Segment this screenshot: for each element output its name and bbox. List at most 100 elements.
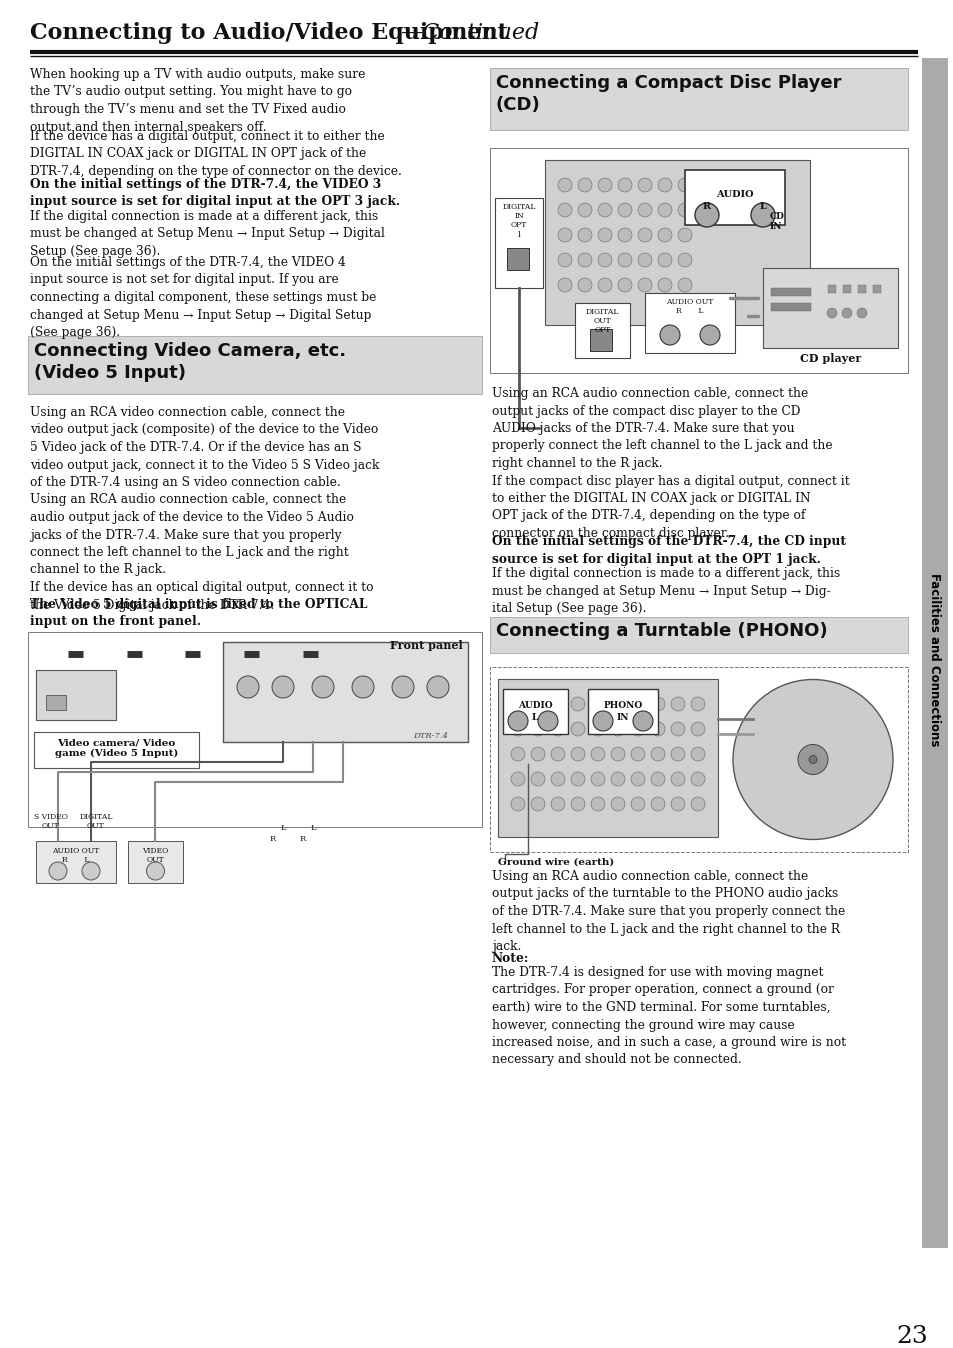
Circle shape	[272, 675, 294, 698]
Circle shape	[578, 204, 592, 217]
Circle shape	[511, 772, 524, 786]
Bar	[842, 284, 850, 293]
Circle shape	[638, 178, 651, 191]
Text: Front panel: Front panel	[390, 640, 462, 651]
Text: When hooking up a TV with audio outputs, make sure
the TV’s audio output setting: When hooking up a TV with audio outputs,…	[30, 67, 365, 133]
Circle shape	[558, 278, 572, 293]
Circle shape	[558, 253, 572, 267]
Circle shape	[578, 253, 592, 267]
Circle shape	[590, 747, 604, 762]
Bar	[497, 679, 718, 837]
Bar	[28, 336, 481, 394]
Circle shape	[427, 675, 449, 698]
Text: L: L	[759, 202, 765, 212]
Circle shape	[551, 697, 564, 710]
Circle shape	[610, 772, 624, 786]
Bar	[827, 284, 835, 293]
Text: CD: CD	[769, 212, 784, 221]
Bar	[490, 667, 907, 852]
Circle shape	[700, 325, 720, 345]
Circle shape	[551, 747, 564, 762]
Bar	[128, 841, 183, 883]
Bar	[495, 198, 542, 288]
Circle shape	[531, 797, 544, 811]
Bar	[587, 689, 658, 735]
Circle shape	[732, 679, 892, 840]
Circle shape	[312, 675, 334, 698]
Text: Using an RCA audio connection cable, connect the
output jacks of the compact dis: Using an RCA audio connection cable, con…	[492, 387, 849, 541]
Text: If the digital connection is made to a different jack, this
must be changed at S: If the digital connection is made to a d…	[492, 568, 840, 615]
Circle shape	[578, 228, 592, 243]
Circle shape	[658, 178, 671, 191]
Text: AUDIO OUT
R       L: AUDIO OUT R L	[665, 298, 713, 315]
Circle shape	[856, 307, 866, 318]
Circle shape	[618, 228, 631, 243]
Circle shape	[598, 228, 612, 243]
Text: On the initial settings of the DTR-7.4, the VIDEO 3
input source is set for digi: On the initial settings of the DTR-7.4, …	[30, 178, 399, 209]
Circle shape	[650, 747, 664, 762]
Text: DIGITAL
OUT: DIGITAL OUT	[79, 813, 112, 830]
Text: DIGITAL
OUT
OPT: DIGITAL OUT OPT	[585, 307, 618, 334]
Circle shape	[695, 204, 719, 226]
Circle shape	[630, 697, 644, 710]
Text: IN: IN	[616, 713, 629, 723]
Bar	[544, 160, 809, 325]
Text: Connecting Video Camera, etc.
(Video 5 Input): Connecting Video Camera, etc. (Video 5 I…	[34, 342, 346, 381]
Circle shape	[633, 710, 652, 731]
Circle shape	[598, 253, 612, 267]
Bar	[28, 632, 481, 828]
Bar	[770, 288, 810, 297]
Bar	[34, 732, 199, 768]
Text: Connecting a Compact Disc Player
(CD): Connecting a Compact Disc Player (CD)	[496, 74, 841, 113]
Bar	[770, 303, 810, 311]
Circle shape	[537, 710, 558, 731]
Circle shape	[678, 228, 691, 243]
Text: Using an RCA audio connection cable, connect the
output jacks of the turntable t: Using an RCA audio connection cable, con…	[492, 869, 844, 953]
Circle shape	[511, 797, 524, 811]
Circle shape	[638, 204, 651, 217]
Circle shape	[797, 744, 827, 775]
Circle shape	[598, 204, 612, 217]
Circle shape	[658, 228, 671, 243]
Text: CD player: CD player	[799, 353, 861, 364]
Text: DIGITAL
IN
OPT
1: DIGITAL IN OPT 1	[502, 204, 536, 239]
Bar	[921, 58, 947, 1248]
Text: Using an RCA video connection cable, connect the
video output jack (composite) o: Using an RCA video connection cable, con…	[30, 406, 379, 612]
Circle shape	[650, 797, 664, 811]
Circle shape	[650, 697, 664, 710]
Bar	[36, 670, 116, 720]
Bar	[490, 148, 907, 373]
Text: R: R	[702, 202, 710, 212]
Circle shape	[678, 253, 691, 267]
Circle shape	[593, 710, 613, 731]
Circle shape	[236, 675, 258, 698]
Circle shape	[531, 697, 544, 710]
Circle shape	[630, 747, 644, 762]
Text: R: R	[299, 834, 306, 842]
Bar	[762, 268, 897, 348]
Circle shape	[650, 772, 664, 786]
Circle shape	[638, 253, 651, 267]
Circle shape	[590, 772, 604, 786]
Bar	[684, 170, 784, 225]
Circle shape	[690, 772, 704, 786]
Text: Video camera/ Video
game (Video 5 Input): Video camera/ Video game (Video 5 Input)	[54, 737, 178, 758]
Text: On the initial settings of the DTR-7.4, the VIDEO 4
input source is not set for : On the initial settings of the DTR-7.4, …	[30, 256, 376, 338]
Circle shape	[571, 772, 584, 786]
Circle shape	[638, 228, 651, 243]
Bar	[872, 284, 880, 293]
Circle shape	[618, 178, 631, 191]
Circle shape	[571, 697, 584, 710]
Circle shape	[670, 697, 684, 710]
Circle shape	[598, 278, 612, 293]
Circle shape	[571, 747, 584, 762]
Circle shape	[618, 204, 631, 217]
Circle shape	[690, 797, 704, 811]
Circle shape	[678, 278, 691, 293]
Text: If the digital connection is made at a different jack, this
must be changed at S: If the digital connection is made at a d…	[30, 210, 384, 257]
Text: The DTR-7.4 is designed for use with moving magnet
cartridges. For proper operat: The DTR-7.4 is designed for use with mov…	[492, 967, 845, 1066]
Text: If the device has a digital output, connect it to either the
DIGITAL IN COAX jac: If the device has a digital output, conn…	[30, 129, 401, 178]
Circle shape	[511, 723, 524, 736]
Circle shape	[670, 772, 684, 786]
Bar	[490, 67, 907, 129]
